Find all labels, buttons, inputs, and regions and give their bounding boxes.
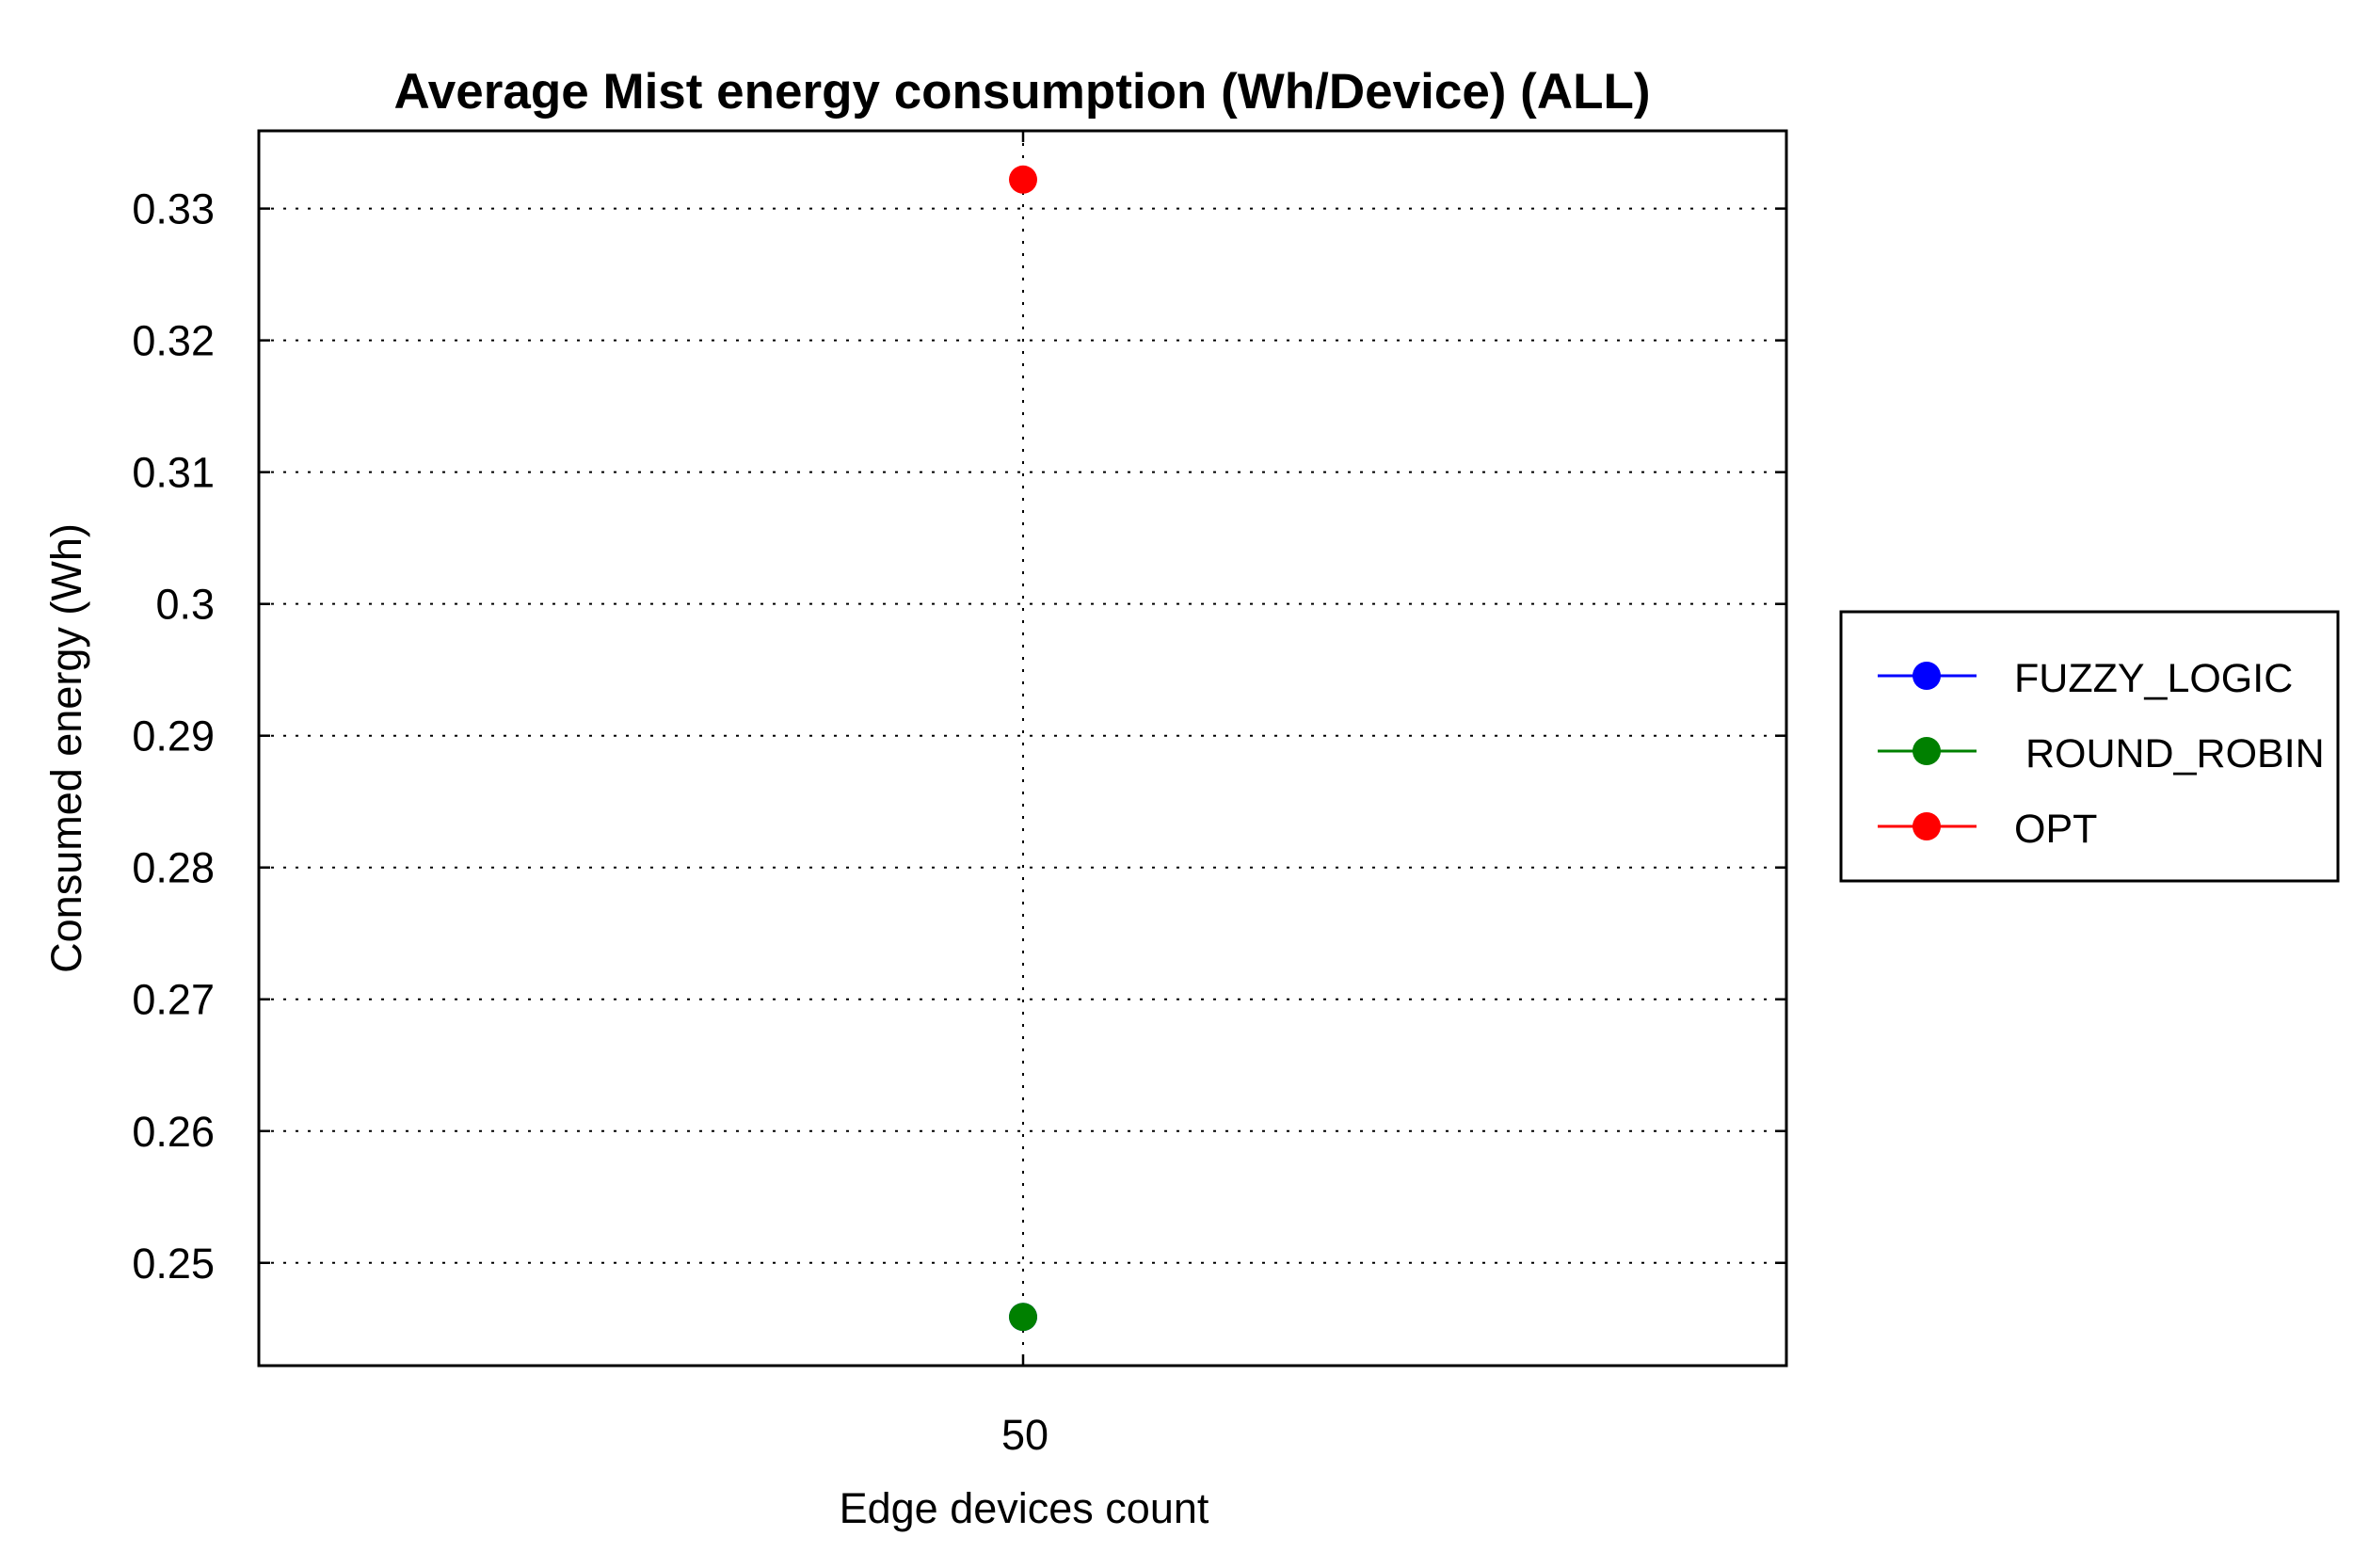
y-tick-label: 0.27 [132, 976, 215, 1024]
legend-label: OPT [2014, 807, 2097, 852]
x-tick-label: 50 [1001, 1411, 1048, 1459]
x-axis-label: Edge devices count [840, 1484, 1209, 1532]
legend-label: ROUND_ROBIN [2014, 731, 2325, 776]
data-points [1009, 165, 1037, 1332]
legend: FUZZY_LOGIC ROUND_ROBIN OPT [1839, 610, 2340, 883]
grid-lines [259, 131, 1786, 1366]
legend-marker [1913, 662, 1941, 690]
y-tick-label: 0.26 [132, 1108, 215, 1156]
y-tick-label: 0.28 [132, 844, 215, 892]
y-tick-label: 0.3 [155, 581, 215, 629]
data-point-2-0 [1009, 165, 1037, 194]
y-tick-label: 0.25 [132, 1240, 215, 1288]
y-tick-label: 0.33 [132, 185, 215, 233]
legend-label: FUZZY_LOGIC [2014, 656, 2293, 701]
legend-entries: FUZZY_LOGIC ROUND_ROBIN OPT [1878, 656, 2325, 852]
y-axis-label: Consumed energy (Wh) [42, 523, 90, 973]
legend-marker [1913, 737, 1941, 765]
legend-marker [1913, 812, 1941, 840]
chart-title: Average Mist energy consumption (Wh/Devi… [394, 64, 1651, 120]
data-point-1-0 [1009, 1303, 1037, 1332]
plot-area-frame [257, 129, 1788, 1368]
y-tick-label: 0.29 [132, 712, 215, 760]
y-tick-label: 0.31 [132, 449, 215, 497]
y-tick-label: 0.32 [132, 317, 215, 365]
x-axis-ticks: 50 [1001, 131, 1048, 1459]
y-axis-ticks: 0.25 0.26 0.27 0.28 0.29 0.3 0.31 0.32 0.33 [132, 185, 1786, 1288]
